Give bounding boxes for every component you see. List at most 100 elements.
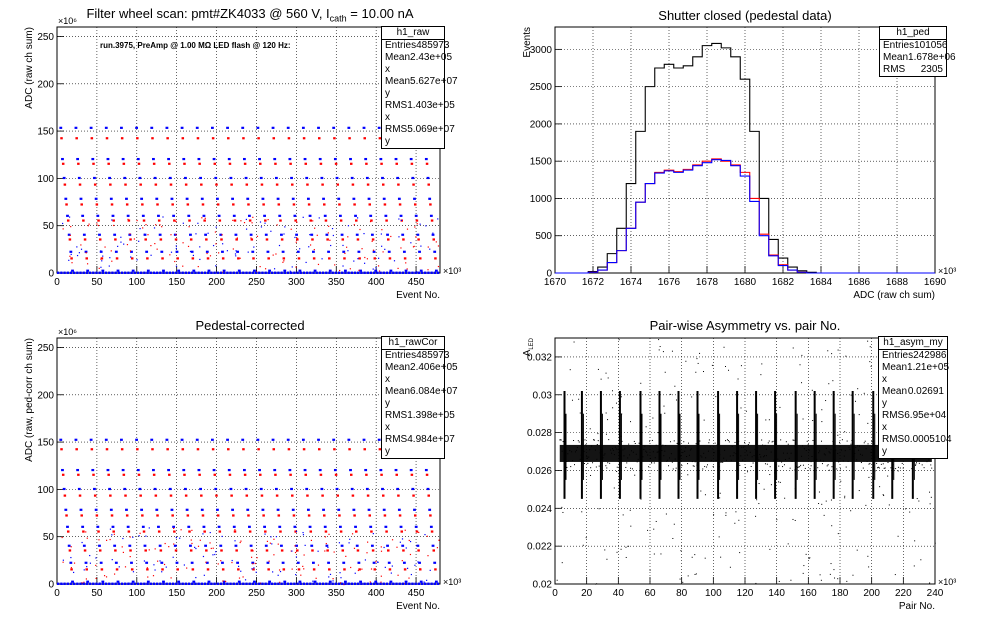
ped-stats-row: RMS 2305 — [883, 64, 943, 75]
data-point-blue — [168, 487, 172, 491]
data-point-blue — [104, 438, 108, 441]
data-point — [609, 462, 611, 464]
data-point-scatter — [105, 539, 108, 541]
data-point-scatter — [339, 572, 341, 574]
data-point-blue — [165, 126, 169, 129]
data-point-baseline — [372, 271, 376, 274]
data-point-blue — [167, 157, 170, 161]
data-point-baseline — [261, 582, 264, 585]
data-point-red — [63, 494, 67, 497]
data-point-baseline — [366, 271, 369, 274]
data-point-baseline — [369, 271, 373, 274]
data-point-blue — [153, 176, 157, 180]
outlier-point — [620, 548, 622, 550]
data-point-blue — [111, 214, 115, 217]
data-point — [597, 440, 599, 442]
data-point-scatter — [259, 265, 261, 268]
data-point-blue — [318, 468, 322, 472]
data-point-red — [125, 514, 129, 517]
data-point-red — [220, 549, 223, 552]
data-point-red — [61, 162, 65, 165]
data-point-blue — [116, 580, 120, 583]
y-tick-label: 2000 — [530, 119, 553, 130]
data-point — [665, 445, 667, 447]
data-point-red — [385, 219, 388, 222]
data-point-blue — [310, 233, 314, 236]
outlier-point — [695, 573, 697, 575]
data-point-red — [434, 257, 437, 260]
data-point-scatter — [133, 238, 135, 240]
data-point-blue — [379, 157, 383, 161]
data-point-red — [124, 183, 127, 186]
data-point-scatter — [69, 255, 71, 257]
data-point — [707, 450, 709, 452]
data-point-blue — [323, 525, 327, 528]
data-point-scatter — [332, 578, 334, 580]
data-point — [724, 449, 726, 451]
data-point — [625, 466, 627, 468]
data-point — [777, 458, 779, 460]
data-point-baseline — [104, 582, 108, 585]
data-point-scatter — [78, 252, 80, 254]
data-point-baseline — [328, 582, 331, 585]
data-point-red — [107, 162, 110, 165]
outlier-point — [600, 450, 602, 452]
x-axis-label: Pair No. — [899, 601, 935, 612]
outlier-point — [879, 486, 881, 488]
data-point-blue — [140, 197, 144, 200]
data-point-scatter — [98, 267, 100, 269]
data-point-blue — [226, 438, 229, 441]
data-point-blue — [399, 525, 403, 528]
asym-stats-row: Mean x 1.21e+05 — [882, 362, 950, 385]
data-point-red — [317, 448, 321, 451]
data-point-blue — [377, 126, 381, 129]
data-point-red — [356, 238, 360, 241]
data-point — [821, 440, 822, 442]
data-point-red — [105, 137, 109, 140]
data-point-red — [259, 162, 262, 165]
data-point-blue — [335, 487, 339, 491]
data-point-red — [221, 568, 225, 571]
data-point — [615, 448, 617, 450]
data-point-red — [312, 568, 316, 571]
data-point-scatter — [409, 553, 412, 556]
data-point-scatter — [153, 564, 155, 566]
data-point-scatter — [437, 218, 439, 220]
data-point-blue — [419, 269, 423, 272]
data-point-baseline — [155, 582, 159, 585]
data-point-blue — [369, 214, 373, 217]
data-point-blue — [424, 468, 428, 472]
outlier-point — [640, 382, 642, 384]
data-point-red — [176, 257, 179, 260]
data-point-scatter — [87, 225, 89, 227]
data-point-blue — [337, 197, 341, 200]
data-point-red — [275, 183, 279, 186]
data-point-blue — [387, 561, 391, 564]
data-point-blue — [237, 269, 241, 272]
data-point-scatter — [89, 554, 91, 557]
data-point-baseline — [120, 582, 124, 585]
data-point-blue — [81, 214, 85, 217]
outlier-point — [581, 511, 583, 513]
data-point-red — [120, 137, 124, 140]
data-point-blue — [136, 157, 140, 161]
data-point-scatter — [100, 250, 102, 252]
data-point-scatter — [290, 550, 292, 552]
data-point-scatter — [309, 234, 311, 236]
data-point-scatter — [381, 245, 383, 247]
data-point-red — [365, 162, 368, 165]
data-point-red — [434, 568, 437, 571]
data-point-baseline — [414, 271, 417, 274]
data-point — [661, 449, 663, 451]
data-point-red — [176, 568, 179, 571]
data-point-baseline — [222, 271, 226, 274]
data-point-red — [181, 448, 185, 451]
data-point-blue — [123, 487, 127, 491]
data-point-blue — [296, 250, 300, 253]
data-point-scatter — [215, 265, 217, 267]
data-point-baseline — [175, 271, 178, 274]
data-point-red — [412, 494, 415, 497]
data-point — [744, 441, 746, 443]
outlier-point — [703, 371, 705, 373]
data-point-blue — [222, 580, 226, 583]
